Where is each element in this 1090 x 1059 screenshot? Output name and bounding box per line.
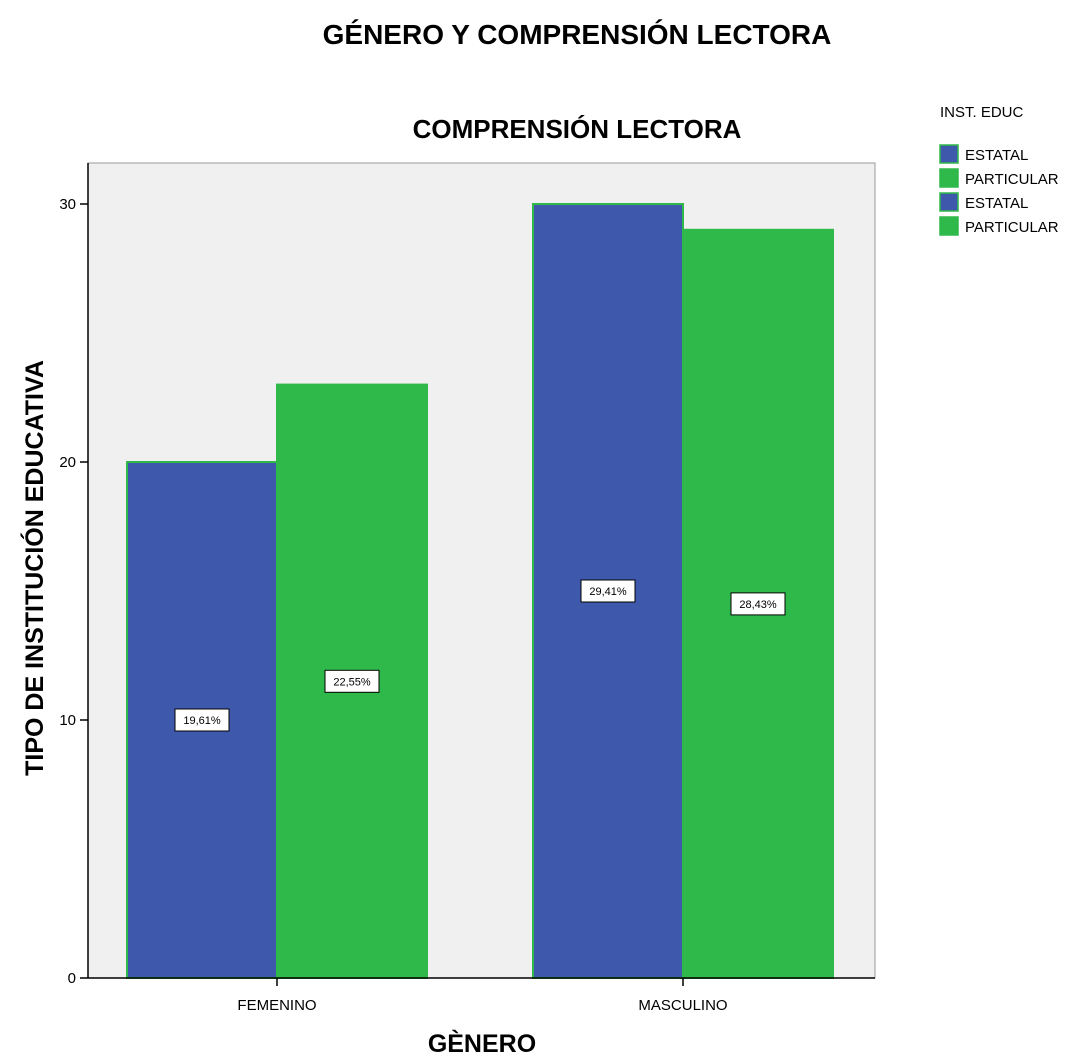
chart-title: GÉNERO Y COMPRENSIÓN LECTORA — [323, 19, 832, 50]
legend-swatch — [939, 168, 959, 188]
legend-swatch — [939, 216, 959, 236]
data-label-box — [580, 579, 636, 603]
data-label: 29,41% — [589, 586, 627, 598]
bars-group: 19,61% 22,55% 29,41% 28,43% — [126, 203, 834, 980]
legend-label: ESTATAL — [965, 195, 1028, 212]
legend-swatch — [939, 192, 959, 212]
x-tick-label: MASCULINO — [638, 997, 727, 1014]
legend-label: ESTATAL — [965, 147, 1028, 164]
chart-subtitle: COMPRENSIÓN LECTORA — [413, 114, 742, 144]
y-tick-label: 10 — [59, 712, 76, 729]
data-label-box — [174, 708, 230, 732]
axes-group: 0 10 20 30 FEMENINO MASCULINO — [59, 163, 875, 1014]
y-tick-label: 20 — [59, 454, 76, 471]
data-label: 22,55% — [333, 676, 371, 688]
legend-swatch — [939, 144, 959, 164]
data-label-box — [730, 592, 786, 616]
y-axis-label: TIPO DE INSTITUCIÓN EDUCATIVA — [19, 360, 49, 776]
y-tick-label: 30 — [59, 196, 76, 213]
data-label: 19,61% — [183, 715, 221, 727]
y-tick-label: 0 — [68, 970, 76, 987]
legend-label: PARTICULAR — [965, 171, 1059, 188]
data-label-box — [324, 669, 380, 693]
x-axis-label: GÈNERO — [428, 1029, 536, 1058]
data-label: 28,43% — [739, 599, 777, 611]
x-tick-label: FEMENINO — [237, 997, 316, 1014]
legend: INST. EDUC ESTATAL PARTICULAR ESTATAL PARTI… — [939, 104, 1059, 236]
legend-title: INST. EDUC — [940, 104, 1024, 121]
legend-label: PARTICULAR — [965, 219, 1059, 236]
